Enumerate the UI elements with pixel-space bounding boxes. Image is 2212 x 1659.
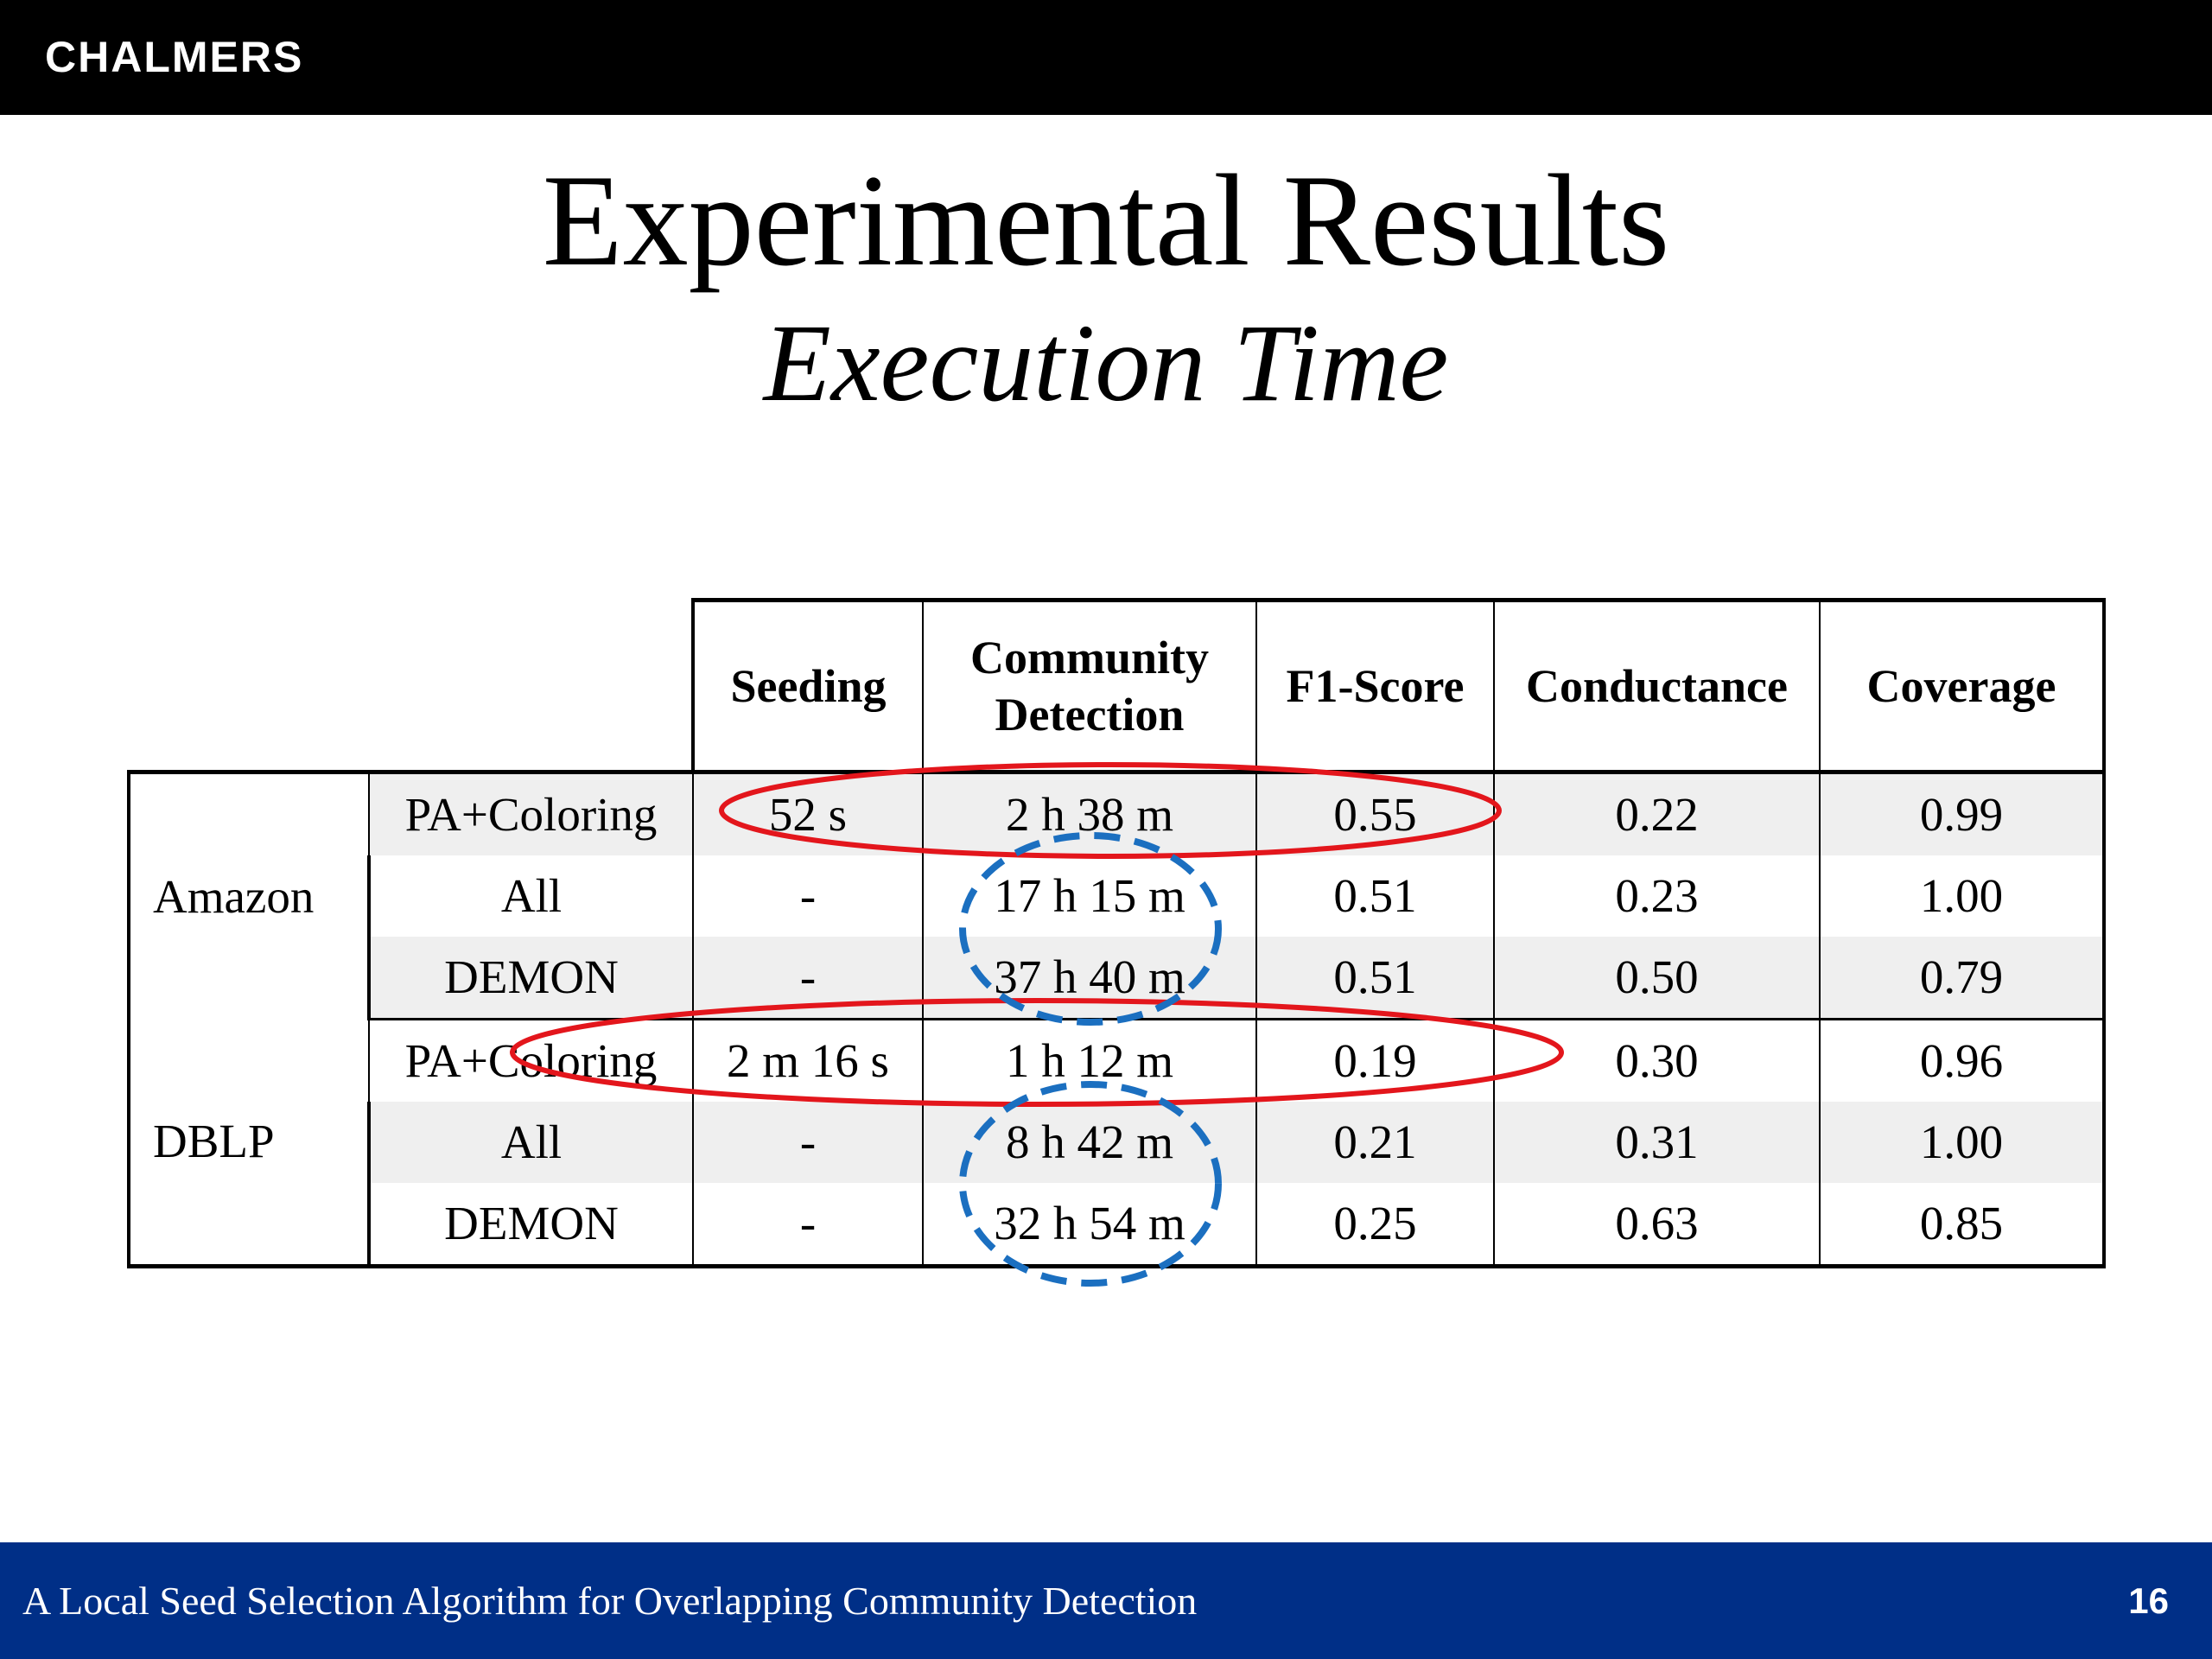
method-cell: DEMON [367,1183,694,1268]
seeding-cell: - [692,1183,924,1268]
header-f1-score: F1-Score [1255,598,1495,774]
slide-title: Experimental Results [542,148,1670,293]
coverage-cell: 0.85 [1819,1183,2106,1268]
community-detection-cell: 1 h 12 m [922,1019,1257,1102]
chalmers-logo: CHALMERS [45,33,304,81]
method-cell: DEMON [367,937,694,1020]
coverage-cell: 0.99 [1819,770,2106,855]
conductance-cell: 0.63 [1493,1183,1821,1268]
conductance-cell: 0.23 [1493,855,1821,937]
header-seeding: Seeding [691,598,924,774]
dataset-amazon: Amazon [127,770,370,1020]
seeding-cell: 2 m 16 s [692,1019,924,1102]
f1-cell: 0.25 [1255,1183,1495,1268]
dataset-dblp: DBLP [127,1019,370,1268]
f1-cell: 0.51 [1255,855,1495,937]
method-cell: All [367,1102,694,1183]
footer-bar: A Local Seed Selection Algorithm for Ove… [0,1542,2212,1659]
seeding-cell: - [692,855,924,937]
header-conductance: Conductance [1493,598,1821,774]
results-table: Seeding Community Detection F1-Score Con… [127,598,2106,1268]
f1-cell: 0.51 [1255,937,1495,1020]
community-detection-cell: 2 h 38 m [922,770,1257,855]
top-bar: CHALMERS [0,0,2212,115]
f1-cell: 0.21 [1255,1102,1495,1183]
header-coverage: Coverage [1819,598,2106,774]
table-row: DEMON - 37 h 40 m 0.51 0.50 0.79 [129,937,2106,1020]
conductance-cell: 0.50 [1493,937,1821,1020]
community-detection-cell: 37 h 40 m [922,937,1257,1020]
page-number: 16 [2128,1580,2169,1621]
f1-cell: 0.55 [1255,770,1495,855]
community-detection-cell: 8 h 42 m [922,1102,1257,1183]
community-detection-cell: 17 h 15 m [922,855,1257,937]
table-row: Amazon PA+Coloring 52 s 2 h 38 m 0.55 0.… [127,770,2106,1020]
footer-title: A Local Seed Selection Algorithm for Ove… [22,1579,1198,1623]
method-cell: All [367,855,694,937]
table-row: All - 17 h 15 m 0.51 0.23 1.00 [129,855,2106,937]
community-detection-cell: 32 h 54 m [922,1183,1257,1268]
seeding-cell: - [692,937,924,1020]
slide-subtitle: Execution Time [763,302,1449,424]
table-row: DEMON - 32 h 54 m 0.25 0.63 0.85 [129,1183,2106,1268]
coverage-cell: 0.79 [1819,937,2106,1020]
table-row: All - 8 h 42 m 0.21 0.31 1.00 [129,1102,2106,1183]
seeding-cell: 52 s [692,770,924,855]
header-community-line1: Community [969,632,1209,683]
coverage-cell: 1.00 [1819,855,2106,937]
method-cell: PA+Coloring [368,1019,694,1102]
seeding-cell: - [692,1102,924,1183]
method-cell: PA+Coloring [368,770,694,855]
header-community-line2: Detection [995,689,1185,741]
header-community-detection: Community Detection [922,598,1257,774]
conductance-cell: 0.22 [1493,770,1821,855]
table-row: DBLP PA+Coloring 2 m 16 s 1 h 12 m 0.19 … [127,1019,2106,1268]
table-header-row: Seeding Community Detection F1-Score Con… [129,598,2106,774]
header-blank [129,600,693,774]
coverage-cell: 1.00 [1819,1102,2106,1183]
f1-cell: 0.19 [1255,1019,1495,1102]
conductance-cell: 0.31 [1493,1102,1821,1183]
coverage-cell: 0.96 [1819,1019,2106,1102]
conductance-cell: 0.30 [1493,1019,1821,1102]
